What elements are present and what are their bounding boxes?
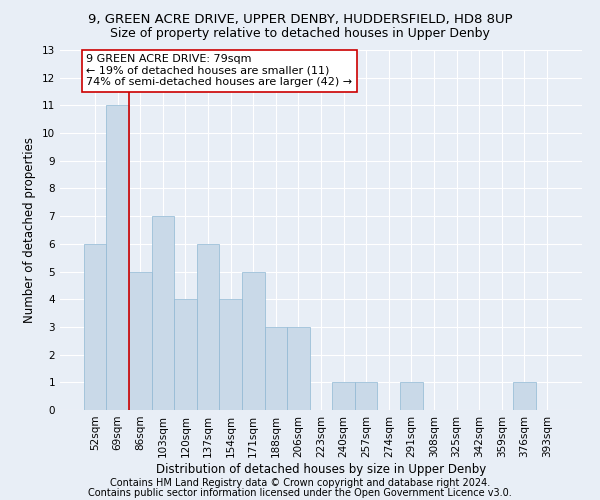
Bar [513, 382, 536, 410]
Bar [265, 327, 287, 410]
Text: 9, GREEN ACRE DRIVE, UPPER DENBY, HUDDERSFIELD, HD8 8UP: 9, GREEN ACRE DRIVE, UPPER DENBY, HUDDER… [88, 12, 512, 26]
Text: 9 GREEN ACRE DRIVE: 79sqm
← 19% of detached houses are smaller (11)
74% of semi-: 9 GREEN ACRE DRIVE: 79sqm ← 19% of detac… [86, 54, 352, 88]
Text: Size of property relative to detached houses in Upper Denby: Size of property relative to detached ho… [110, 28, 490, 40]
Bar [106, 106, 129, 410]
Bar [84, 244, 106, 410]
Bar [242, 272, 265, 410]
X-axis label: Distribution of detached houses by size in Upper Denby: Distribution of detached houses by size … [156, 462, 486, 475]
Bar [287, 327, 310, 410]
Bar [197, 244, 220, 410]
Bar [400, 382, 422, 410]
Bar [355, 382, 377, 410]
Bar [129, 272, 152, 410]
Bar [152, 216, 174, 410]
Bar [174, 299, 197, 410]
Bar [220, 299, 242, 410]
Bar [332, 382, 355, 410]
Y-axis label: Number of detached properties: Number of detached properties [23, 137, 37, 323]
Text: Contains public sector information licensed under the Open Government Licence v3: Contains public sector information licen… [88, 488, 512, 498]
Text: Contains HM Land Registry data © Crown copyright and database right 2024.: Contains HM Land Registry data © Crown c… [110, 478, 490, 488]
